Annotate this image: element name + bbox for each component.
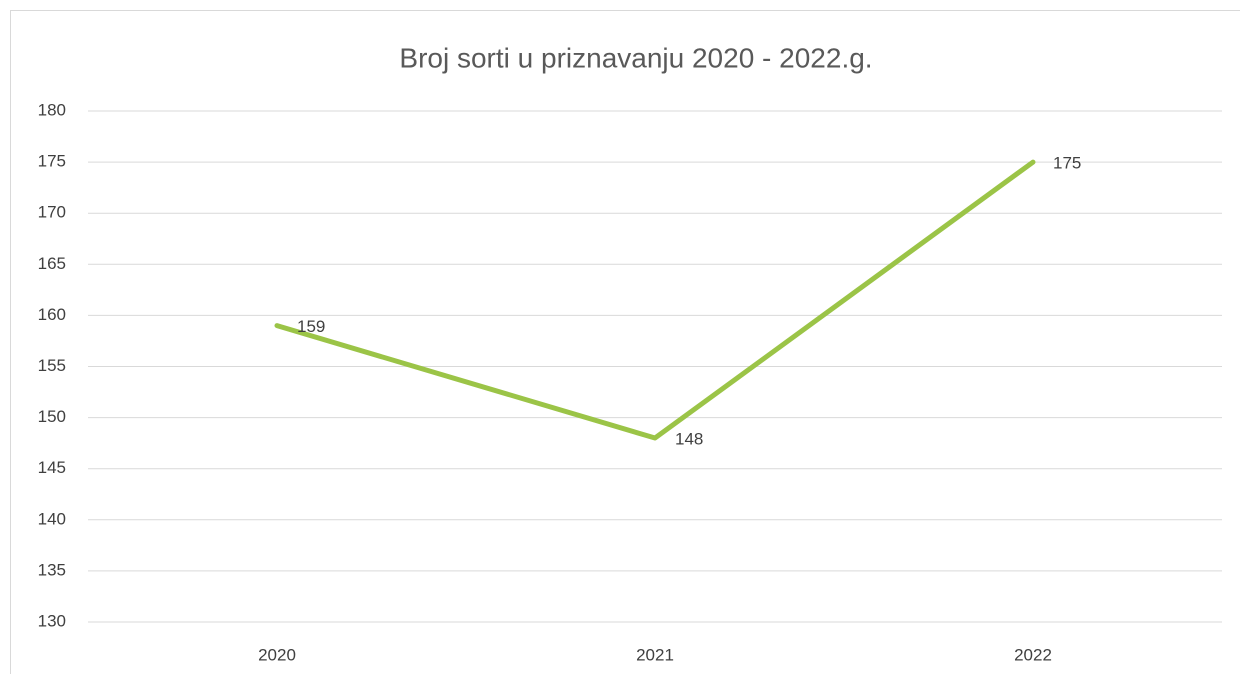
chart-frame [10,10,1240,674]
data-label: 175 [1053,154,1081,173]
y-tick-label: 175 [38,152,66,171]
y-tick-label: 130 [38,611,66,630]
y-tick-label: 165 [38,254,66,273]
x-tick-label: 2020 [258,645,296,664]
series-line [274,159,1036,441]
y-tick-label: 150 [38,407,66,426]
y-tick-label: 155 [38,356,66,375]
y-tick-label: 180 [38,100,66,119]
data-label: 148 [675,430,703,449]
y-tick-label: 160 [38,305,66,324]
chart-title: Broj sorti u priznavanju 2020 - 2022.g. [399,42,872,73]
y-tick-label: 145 [38,458,66,477]
y-tick-label: 135 [38,560,66,579]
data-label: 159 [297,317,325,336]
x-tick-label: 2021 [636,645,674,664]
y-tick-label: 140 [38,509,66,528]
x-tick-label: 2022 [1014,645,1052,664]
y-tick-label: 170 [38,203,66,222]
